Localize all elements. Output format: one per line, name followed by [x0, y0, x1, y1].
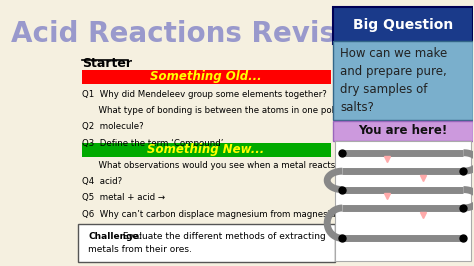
Text: Challenge:: Challenge: — [88, 232, 143, 241]
FancyBboxPatch shape — [74, 1, 473, 265]
Text: What observations would you see when a metal reacts with an: What observations would you see when a m… — [82, 161, 370, 170]
Text: What type of bonding is between the atoms in one polymer: What type of bonding is between the atom… — [82, 106, 356, 115]
Text: Q3  Define the term ‘Compound’: Q3 Define the term ‘Compound’ — [82, 139, 224, 148]
FancyBboxPatch shape — [78, 224, 335, 262]
Text: Q6  Why can’t carbon displace magnesium from magnesium oxide?: Q6 Why can’t carbon displace magnesium f… — [82, 210, 375, 219]
Text: You are here!: You are here! — [358, 124, 447, 138]
FancyBboxPatch shape — [333, 121, 473, 141]
Text: Acid Reactions Revision: Acid Reactions Revision — [11, 20, 384, 48]
Text: Q1  Why did Mendeleev group some elements together?: Q1 Why did Mendeleev group some elements… — [82, 90, 327, 99]
Text: How can we make
and prepare pure,
dry samples of
salts?: How can we make and prepare pure, dry sa… — [340, 47, 447, 114]
Text: Q2  molecule?: Q2 molecule? — [82, 122, 144, 131]
Text: Something New...: Something New... — [147, 143, 264, 156]
FancyBboxPatch shape — [335, 141, 471, 261]
Text: Something Old...: Something Old... — [150, 70, 262, 83]
Text: Q4  acid?: Q4 acid? — [82, 177, 122, 186]
FancyBboxPatch shape — [82, 70, 331, 84]
Text: Q5  metal + acid →: Q5 metal + acid → — [82, 193, 165, 202]
FancyBboxPatch shape — [82, 143, 331, 157]
Text: Big Question: Big Question — [353, 18, 453, 32]
Text: Starter: Starter — [82, 57, 132, 70]
Text: metals from their ores.: metals from their ores. — [88, 246, 192, 254]
FancyBboxPatch shape — [333, 7, 473, 44]
Text: Evaluate the different methods of extracting: Evaluate the different methods of extrac… — [120, 232, 326, 241]
FancyBboxPatch shape — [333, 41, 473, 120]
